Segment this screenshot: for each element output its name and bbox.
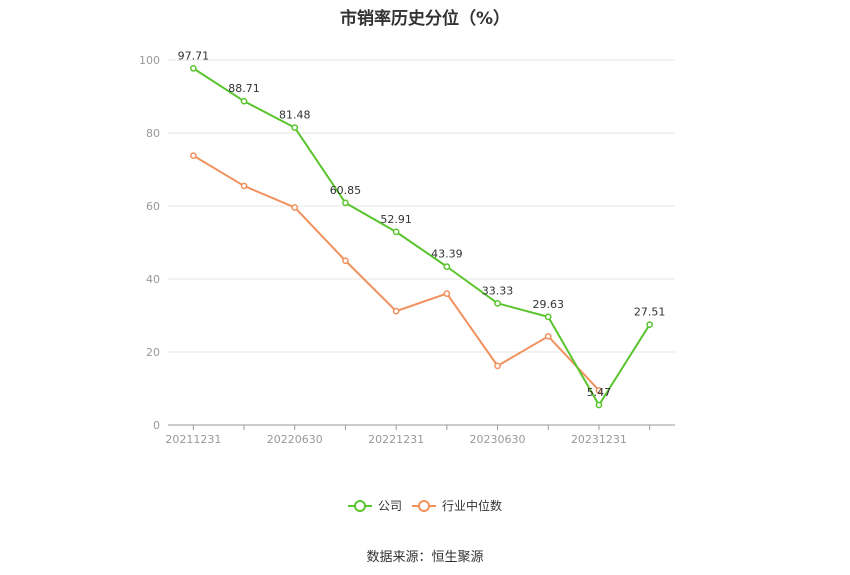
data-point	[646, 321, 654, 328]
y-tick-label: 20	[146, 346, 160, 359]
data-point	[494, 299, 501, 307]
line-chart: 0 20 40 60 80 100 20211231 20220630 20221231 2023…	[139, 49, 675, 513]
data-point	[190, 65, 197, 72]
data-point	[342, 257, 349, 265]
data-point	[595, 386, 603, 394]
data-point	[291, 204, 299, 211]
data-point	[595, 401, 603, 409]
y-tick-label: 60	[146, 200, 160, 213]
x-tick-label: 20220630	[267, 433, 323, 446]
data-point	[544, 332, 552, 340]
data-point	[240, 97, 248, 105]
data-labels: 97.71 88.71 81.48 60.85 52.91 43.39 33.33 29.63…	[178, 49, 666, 399]
data-label: 33.33	[482, 284, 514, 297]
data-point	[494, 362, 501, 370]
data-label: 81.48	[279, 109, 311, 122]
legend-item-industry-label: 行业中位数	[442, 498, 502, 513]
legend-item-company-label: 公司	[378, 499, 402, 513]
y-tick-label: 80	[146, 127, 160, 140]
chart-title: 市销率历史分位（%）	[339, 9, 511, 29]
x-tick-label: 20230630	[470, 433, 526, 446]
x-tick-label: 20211231	[165, 433, 221, 446]
data-label: 97.71	[178, 49, 210, 62]
y-tick-label: 100	[139, 54, 160, 67]
data-label: 52.91	[380, 213, 412, 226]
legend[interactable]: 公司 行业中位数	[348, 498, 502, 513]
y-tick-label: 0	[153, 419, 160, 432]
data-point	[443, 263, 451, 270]
data-point	[342, 199, 349, 207]
series-line-company	[192, 67, 651, 407]
legend-item-company-marker	[354, 500, 366, 512]
data-point	[443, 290, 451, 297]
data-label: 60.85	[330, 184, 362, 197]
data-source: 数据来源：恒生聚源	[366, 550, 484, 565]
data-point	[240, 182, 248, 190]
x-tick-label: 20221231	[368, 433, 424, 446]
legend-item-industry-marker	[418, 500, 430, 512]
data-point	[291, 124, 299, 131]
data-point	[190, 152, 197, 159]
data-point	[392, 307, 400, 315]
data-label: 88.71	[228, 82, 260, 95]
x-tick-label: 20231231	[571, 433, 627, 446]
series-line-industry	[192, 154, 600, 392]
series-group	[190, 65, 654, 409]
data-label: 5.47	[587, 386, 612, 399]
data-point	[544, 313, 552, 321]
grid-lines	[168, 59, 675, 353]
y-tick-label: 40	[146, 273, 160, 286]
axes: 0 20 40 60 80 100 20211231 20220630 20221231 2023…	[139, 54, 675, 446]
data-point	[392, 228, 400, 236]
data-label: 29.63	[533, 298, 565, 311]
data-label: 27.51	[634, 306, 666, 319]
data-label: 43.39	[431, 248, 463, 261]
